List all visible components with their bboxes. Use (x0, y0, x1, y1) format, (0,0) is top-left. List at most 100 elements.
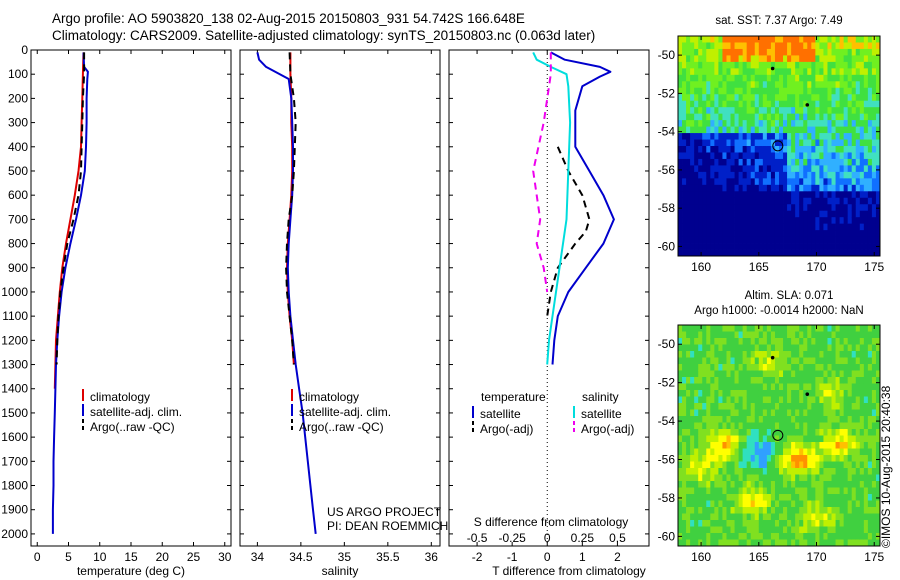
map-cell (867, 364, 873, 371)
map-cell (807, 383, 812, 391)
map-cell (871, 74, 877, 82)
map-cell (698, 474, 703, 482)
map-cell (791, 113, 796, 121)
map-cell (779, 165, 784, 173)
map-cell (686, 68, 691, 76)
map-cell (815, 455, 820, 462)
map-cell (726, 178, 731, 186)
map-cell (742, 184, 748, 192)
map-cell (863, 210, 869, 218)
map-cell (698, 139, 703, 147)
map-cell (875, 461, 881, 469)
map-cell (698, 126, 703, 134)
map-cell (682, 331, 687, 339)
map-cell (791, 55, 796, 63)
map-cell (823, 139, 828, 147)
map-cell (843, 178, 849, 186)
map-cell (839, 223, 845, 231)
map-cell (863, 236, 869, 244)
map-cell (835, 146, 840, 153)
map-cell (815, 344, 820, 352)
map-cell (770, 165, 776, 173)
map-cell (738, 100, 744, 108)
map-cell (875, 68, 881, 76)
map-cell (710, 429, 715, 436)
map-cell (714, 178, 719, 186)
map-cell (799, 344, 804, 352)
map-cell (758, 383, 764, 391)
map-cell (875, 422, 881, 430)
map-cell (762, 396, 768, 404)
s-diff-tick-label: 0 (544, 531, 551, 545)
map-cell (742, 139, 748, 147)
map-cell (779, 236, 784, 244)
map-cell (783, 520, 788, 527)
map-cell (847, 126, 853, 134)
map-cell (875, 74, 881, 82)
map-cell (678, 539, 683, 547)
map-cell (710, 126, 715, 134)
map-cell (682, 100, 687, 108)
map-cell (875, 146, 881, 153)
map-cell (815, 223, 820, 231)
map-cell (690, 94, 695, 102)
map-cell (815, 539, 820, 547)
map-cell (831, 68, 836, 76)
map-cell (811, 474, 816, 482)
map-cell (819, 500, 824, 508)
map-cell (783, 422, 788, 430)
map-cell (867, 55, 873, 63)
map-cell (714, 158, 719, 166)
map-cell (746, 422, 752, 430)
map-cell (734, 481, 739, 488)
map-cell (738, 435, 744, 443)
map-cell (803, 249, 808, 257)
map-cell (863, 68, 869, 76)
map-cell (847, 165, 853, 173)
map-cell (795, 236, 800, 244)
map-cell (823, 68, 828, 76)
map-cell (694, 409, 699, 417)
map-cell (690, 377, 695, 384)
map-cell (795, 113, 800, 121)
map-cell (690, 107, 695, 115)
map-cell (843, 249, 849, 257)
map-cell (714, 197, 719, 205)
map-cell (819, 243, 824, 250)
map-cell (863, 158, 869, 166)
map-cell (774, 48, 780, 56)
map-cell (811, 390, 816, 397)
map-cell (770, 197, 776, 205)
map-cell (682, 416, 687, 423)
map-cell (779, 461, 784, 469)
map-cell (875, 481, 881, 488)
map-cell (714, 429, 719, 436)
map-cell (762, 331, 768, 339)
map-cell (827, 171, 832, 179)
map-cell (811, 94, 816, 102)
map-cell (774, 500, 780, 508)
map-cell (791, 74, 796, 82)
map-cell (762, 191, 768, 199)
map-cell (774, 448, 780, 456)
map-cell (815, 448, 820, 456)
map-cell (827, 422, 832, 430)
map-cell (726, 533, 731, 540)
map-cell (795, 243, 800, 250)
map-cell (863, 494, 869, 501)
map-cell (843, 364, 849, 371)
map-cell (706, 100, 711, 108)
map-cell (750, 539, 756, 547)
map-cell (718, 42, 723, 50)
map-cell (766, 487, 772, 495)
map-cell (678, 36, 683, 43)
map-cell (803, 520, 808, 527)
map-cell (871, 178, 877, 186)
map-cell (750, 171, 756, 179)
map-cell (823, 74, 828, 82)
map-cell (831, 383, 836, 391)
map-cell (831, 243, 836, 250)
map-cell (835, 61, 840, 69)
legend-label: Argo(..raw -QC) (299, 420, 384, 434)
map-cell (758, 344, 764, 352)
